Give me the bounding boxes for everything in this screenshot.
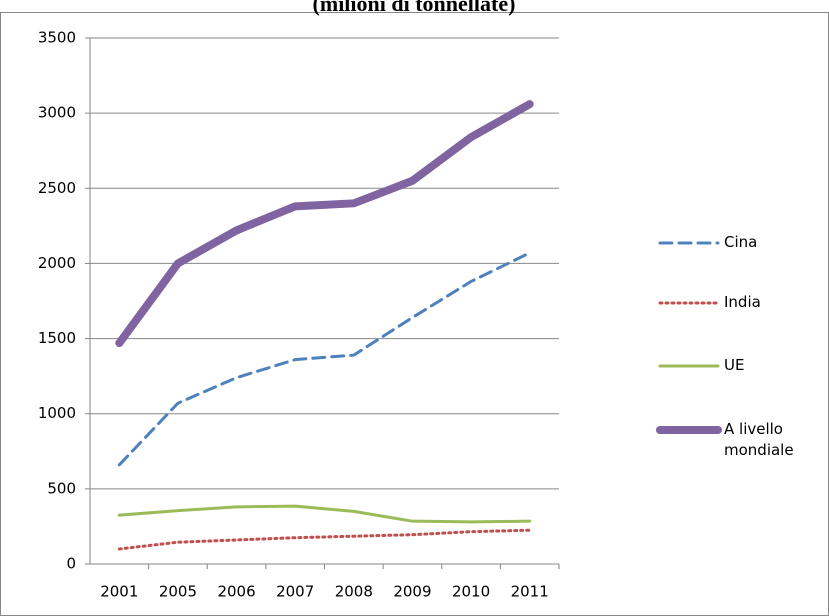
legend-label: A livello mondiale (724, 420, 794, 459)
legend-label: Cina (724, 233, 758, 251)
chart-border (0, 12, 829, 616)
series-line (117, 504, 532, 524)
legend-label: India (724, 293, 761, 311)
x-tick-label: 2011 (511, 583, 549, 601)
series-line (117, 528, 532, 551)
y-tick-label: 500 (47, 479, 76, 497)
x-tick-label: 2001 (100, 583, 138, 601)
y-tick-label: 2000 (38, 254, 76, 272)
y-tick-label: 1000 (38, 404, 76, 422)
y-tick-label: 3500 (38, 29, 76, 47)
x-tick-label: 2010 (452, 583, 490, 601)
y-tick-label: 3000 (38, 104, 76, 122)
y-tick-label: 1500 (38, 329, 76, 347)
series-line (117, 251, 532, 467)
x-tick-label: 2005 (159, 583, 197, 601)
y-tick-label: 0 (66, 555, 76, 573)
y-tick-label: 2500 (38, 179, 76, 197)
x-tick-label: 2008 (335, 583, 373, 601)
x-tick-label: 2007 (276, 583, 314, 601)
x-tick-label: 2006 (217, 583, 255, 601)
x-tick-label: 2009 (393, 583, 431, 601)
chart-title: (milioni di tonnellate) (313, 0, 516, 16)
series-line (115, 100, 534, 348)
legend-label: UE (724, 356, 745, 374)
